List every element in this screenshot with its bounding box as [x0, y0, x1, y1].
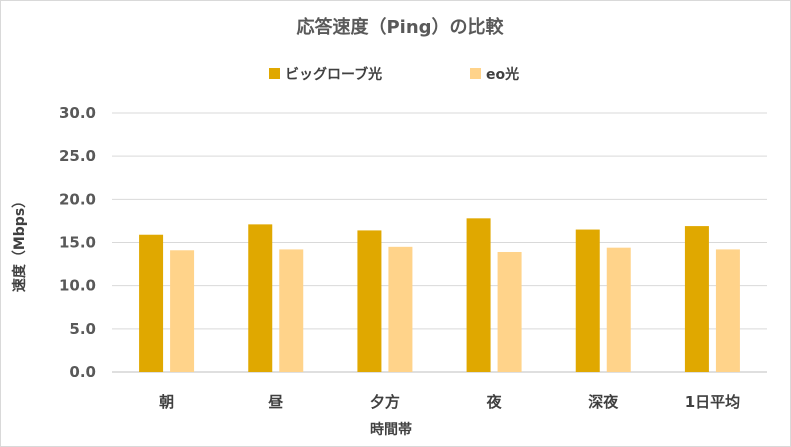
legend-swatch-bigglobe [269, 68, 280, 79]
x-category-label: 夜 [486, 393, 503, 411]
bar-eo-1 [279, 249, 304, 372]
x-axis-title: 時間帯 [370, 421, 412, 438]
y-tick-label: 0.0 [69, 363, 96, 381]
legend-label-eo: eo光 [486, 66, 519, 83]
bar-bigglobe-1 [248, 224, 273, 372]
bar-eo-4 [606, 247, 631, 372]
y-tick-label: 25.0 [59, 147, 96, 165]
bar-bigglobe-0 [139, 234, 164, 372]
bars [139, 218, 740, 372]
y-tick-label: 15.0 [59, 234, 96, 252]
bar-bigglobe-2 [357, 230, 382, 372]
y-axis-ticks: 0.0 5.0 10.0 15.0 20.0 25.0 30.0 [59, 104, 96, 381]
x-category-label: 朝 [159, 393, 174, 411]
chart-title: 応答速度（Ping）の比較 [296, 16, 504, 38]
y-tick-label: 5.0 [69, 320, 96, 338]
x-axis-categories: 朝 昼 夕方 夜 深夜 1日平均 [159, 393, 740, 411]
y-tick-label: 10.0 [59, 277, 96, 295]
x-category-label: 1日平均 [685, 393, 740, 411]
bar-eo-3 [497, 251, 522, 372]
y-tick-label: 20.0 [59, 190, 96, 208]
legend-label-bigglobe: ビッグローブ光 [285, 66, 382, 83]
bar-eo-5 [715, 249, 740, 372]
legend-swatch-eo [470, 68, 481, 79]
bar-bigglobe-4 [575, 229, 600, 372]
bar-eo-2 [388, 246, 413, 372]
legend: ビッグローブ光 eo光 [269, 66, 519, 83]
y-axis-title: 速度（Mbps） [11, 194, 28, 292]
bar-bigglobe-5 [684, 226, 709, 372]
x-category-label: 昼 [268, 393, 283, 411]
bar-eo-0 [170, 250, 195, 372]
y-tick-label: 30.0 [59, 104, 96, 122]
bar-bigglobe-3 [466, 218, 491, 372]
x-category-label: 夕方 [370, 393, 400, 411]
x-category-label: 深夜 [588, 393, 619, 411]
gridlines [112, 112, 767, 373]
